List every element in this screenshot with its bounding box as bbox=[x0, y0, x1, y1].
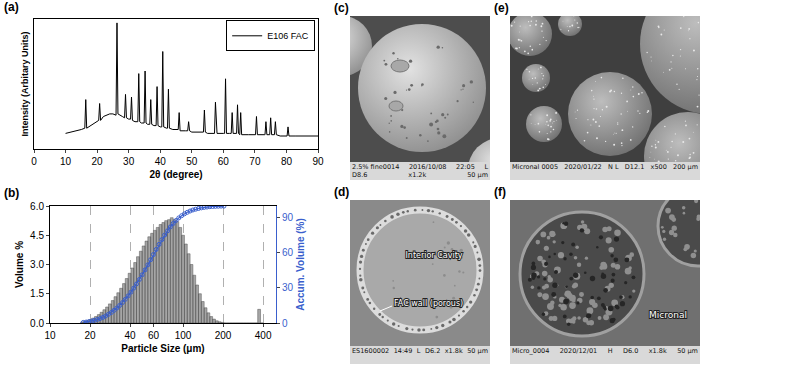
html-text:x500: x500 bbox=[650, 163, 667, 171]
svg-text:90: 90 bbox=[282, 212, 294, 223]
html-text:14:49: 14:49 bbox=[393, 347, 413, 355]
svg-text:100: 100 bbox=[175, 330, 192, 341]
svg-text:0: 0 bbox=[31, 156, 37, 167]
svg-text:30: 30 bbox=[123, 156, 135, 167]
svg-text:2θ (degree): 2θ (degree) bbox=[149, 169, 202, 180]
html-text:200 μm: 200 μm bbox=[673, 163, 698, 171]
svg-text:10: 10 bbox=[60, 156, 72, 167]
svg-text:400: 400 bbox=[255, 330, 272, 341]
svg-text:0.0: 0.0 bbox=[30, 318, 44, 329]
svg-text:10: 10 bbox=[44, 330, 56, 341]
svg-text:90: 90 bbox=[312, 156, 324, 167]
html-text:50 μm: 50 μm bbox=[677, 347, 698, 355]
html-text:2020/12/01: 2020/12/01 bbox=[559, 347, 598, 355]
html-text:x1.2k: x1.2k bbox=[408, 171, 427, 179]
svg-text:40: 40 bbox=[155, 156, 167, 167]
html-text:(a): (a) bbox=[4, 0, 19, 14]
html-text:H: H bbox=[607, 347, 613, 355]
html-text:Micro_0004: Micro_0004 bbox=[512, 347, 550, 355]
html-text:(d): (d) bbox=[334, 185, 350, 199]
svg-text:Volume %: Volume % bbox=[14, 241, 25, 288]
svg-text:40: 40 bbox=[125, 330, 137, 341]
svg-text:Interior Cavity: Interior Cavity bbox=[405, 251, 462, 260]
svg-text:70: 70 bbox=[249, 156, 261, 167]
html-text:L: L bbox=[484, 163, 488, 171]
html-text:x1.8k: x1.8k bbox=[444, 347, 463, 355]
html-text:22:05: 22:05 bbox=[456, 163, 475, 171]
html-text:50 μm: 50 μm bbox=[467, 347, 488, 355]
svg-text:4.5: 4.5 bbox=[30, 230, 44, 241]
html-text:50 μm: 50 μm bbox=[467, 171, 488, 179]
svg-text:30: 30 bbox=[282, 282, 294, 293]
html-text:D6.2: D6.2 bbox=[425, 347, 441, 355]
svg-text:Accum. Volume (%): Accum. Volume (%) bbox=[295, 218, 306, 311]
html-text:Micronal 0005: Micronal 0005 bbox=[512, 163, 558, 171]
html-text:2016/10/08: 2016/10/08 bbox=[409, 163, 447, 171]
html-text:D6.0: D6.0 bbox=[623, 347, 639, 355]
html-text:N L: N L bbox=[608, 163, 619, 171]
html-text:x1.8k: x1.8k bbox=[648, 347, 667, 355]
html-text:D8.6: D8.6 bbox=[352, 171, 368, 179]
svg-text:FAC wall (porous): FAC wall (porous) bbox=[394, 299, 463, 308]
svg-text:60: 60 bbox=[282, 247, 294, 258]
svg-text:3.0: 3.0 bbox=[30, 259, 44, 270]
svg-text:50: 50 bbox=[186, 156, 198, 167]
html-text:(e): (e) bbox=[494, 1, 509, 15]
svg-text:0: 0 bbox=[282, 318, 288, 329]
svg-text:1.5: 1.5 bbox=[30, 288, 44, 299]
html-text:2.5% fine0014: 2.5% fine0014 bbox=[352, 163, 400, 171]
svg-text:Particle Size (μm): Particle Size (μm) bbox=[121, 343, 204, 354]
svg-text:200: 200 bbox=[215, 330, 232, 341]
html-text:D12.1: D12.1 bbox=[624, 163, 645, 171]
svg-text:20: 20 bbox=[84, 330, 96, 341]
html-text:(b): (b) bbox=[4, 186, 20, 200]
html-text:2020/01/22: 2020/01/22 bbox=[564, 163, 602, 171]
svg-text:60: 60 bbox=[218, 156, 230, 167]
html-text:L: L bbox=[416, 347, 421, 355]
html-text:ES1600002: ES1600002 bbox=[352, 347, 390, 355]
svg-text:20: 20 bbox=[92, 156, 104, 167]
svg-text:Intensity (Arbitary Units): Intensity (Arbitary Units) bbox=[20, 31, 30, 136]
html-text:(c): (c) bbox=[334, 1, 349, 15]
svg-text:60: 60 bbox=[148, 330, 160, 341]
svg-text:80: 80 bbox=[281, 156, 293, 167]
html-text:(f): (f) bbox=[494, 185, 506, 199]
svg-text:E106 FAC: E106 FAC bbox=[267, 31, 309, 41]
svg-text:6.0: 6.0 bbox=[30, 201, 44, 212]
svg-text:Micronal: Micronal bbox=[649, 310, 687, 320]
